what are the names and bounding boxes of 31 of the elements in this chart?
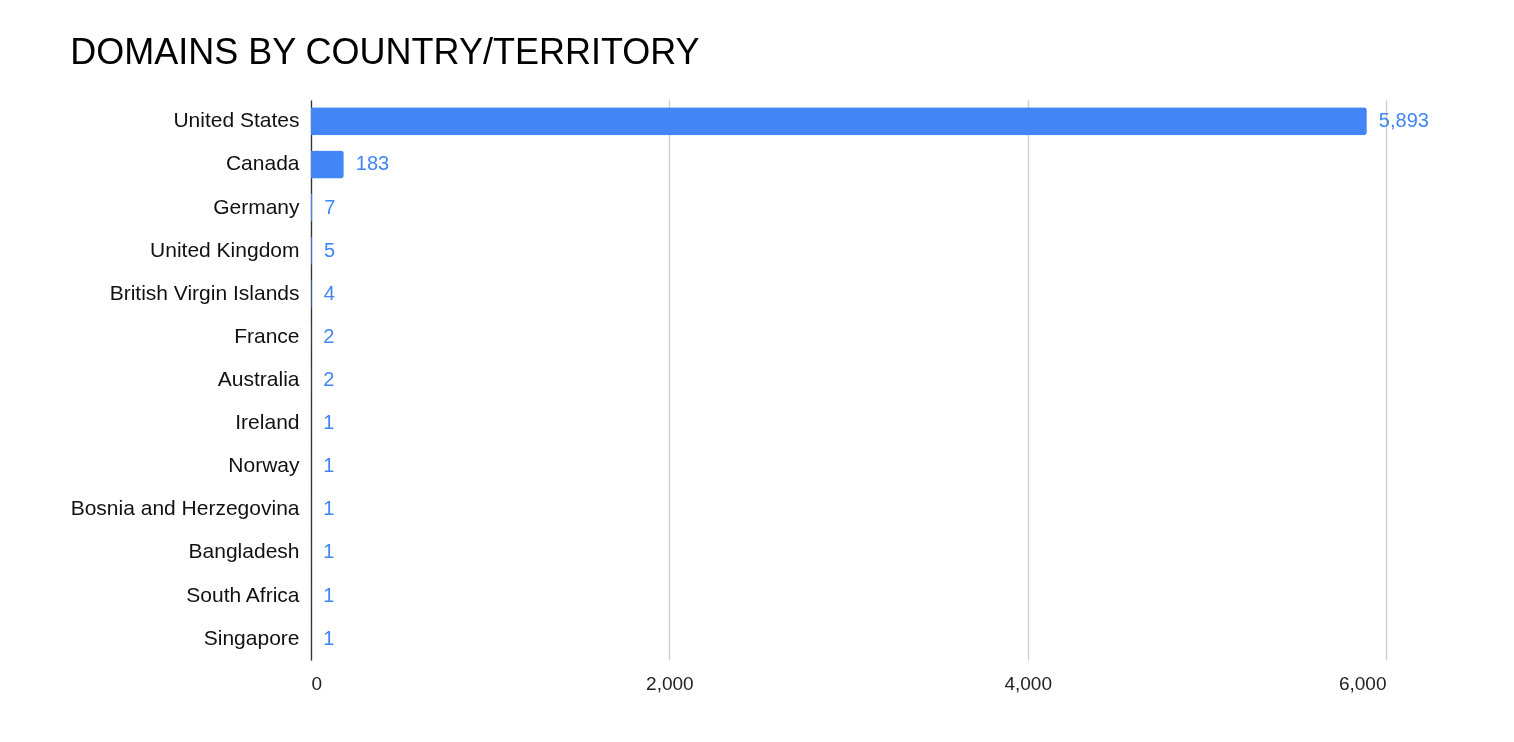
y-tick-label: British Virgin Islands [109, 280, 300, 304]
y-tick-label: Ireland [235, 410, 300, 434]
data-label: 4 [323, 281, 335, 304]
data-label: 1 [323, 583, 335, 606]
x-tick-label: 0 [311, 672, 323, 694]
y-tick-label: Norway [228, 453, 300, 477]
data-label: 1 [323, 411, 335, 434]
data-label: 5 [323, 238, 336, 261]
data-label: 2 [323, 324, 335, 347]
y-tick-label: Bosnia and Herzegovina [70, 496, 300, 520]
data-label: 1 [323, 497, 335, 520]
data-label: 1 [323, 454, 335, 477]
data-label: 1 [323, 540, 335, 563]
data-label: 183 [355, 152, 390, 175]
y-tick-label: United Kingdom [150, 237, 300, 261]
y-tick-label: Bangladesh [188, 539, 300, 563]
data-label: 1 [323, 626, 335, 649]
x-tick-label: 4,000 [1004, 672, 1052, 694]
y-tick-label: Australia [217, 367, 300, 390]
data-label: 5,893 [1378, 109, 1429, 132]
y-tick-label: Singapore [203, 625, 300, 649]
y-tick-label: South Africa [186, 582, 300, 606]
x-tick-label: 2,000 [646, 672, 694, 694]
y-tick-label: United States [173, 108, 300, 132]
y-tick-label: France [234, 323, 300, 347]
data-label: 2 [323, 368, 335, 390]
chart-title: DOMAINS BY COUNTRY/TERRITORY [70, 31, 700, 72]
y-tick-label: Germany [213, 194, 300, 218]
x-tick-label: 6,000 [1338, 672, 1387, 694]
data-label: 7 [324, 195, 336, 218]
y-tick-label: Canada [225, 151, 300, 175]
